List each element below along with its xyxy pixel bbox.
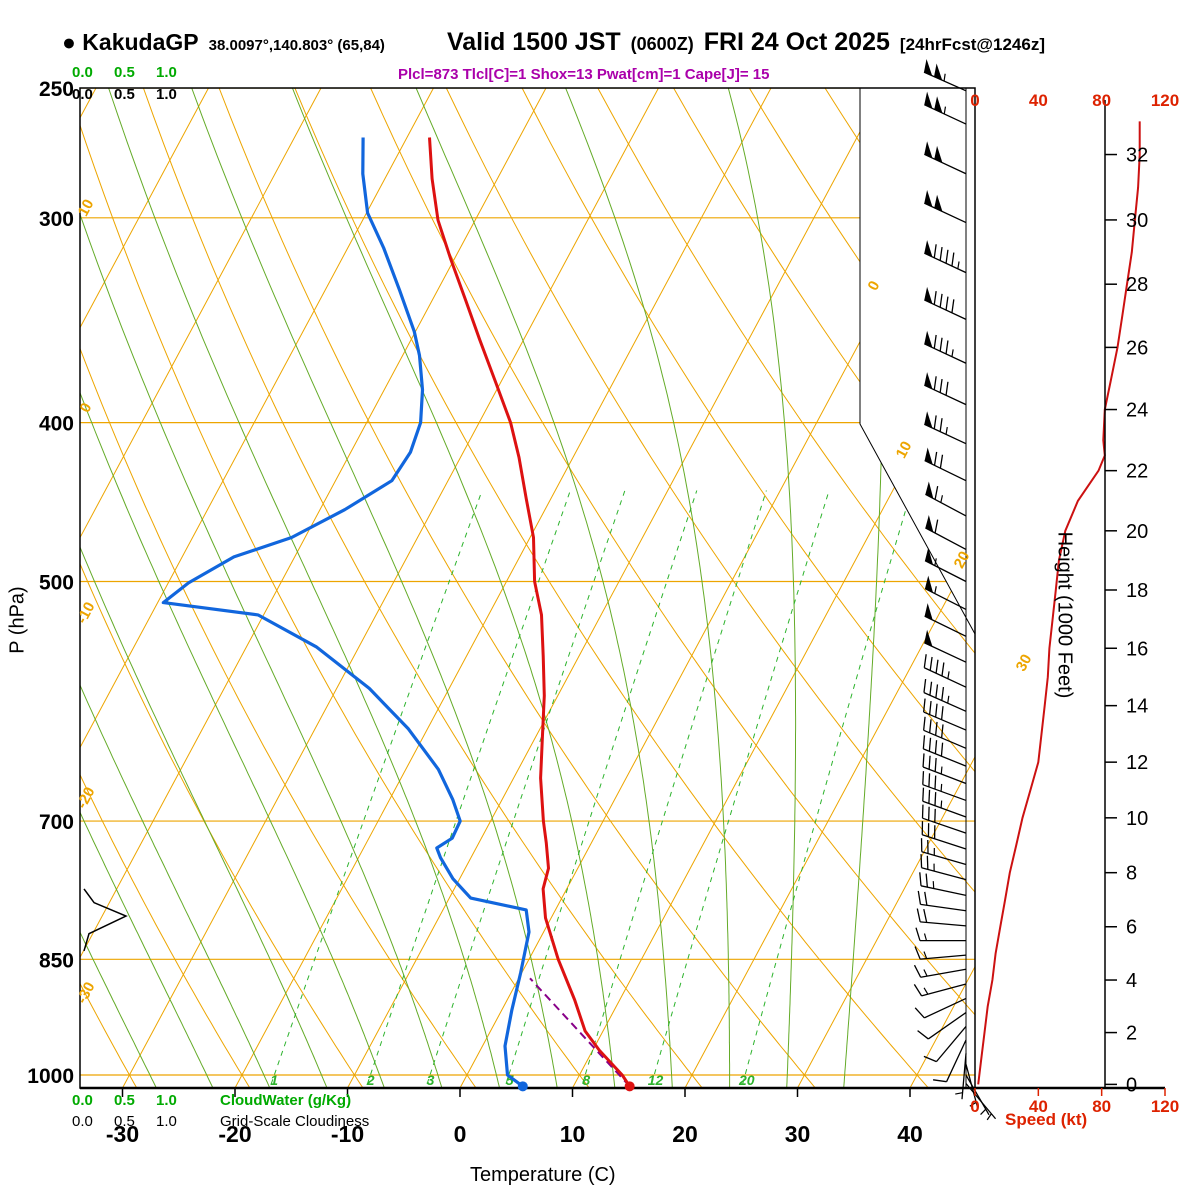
height-axis-title: Height (1000 Feet) xyxy=(1053,531,1076,699)
station-name: ● KakudaGP xyxy=(62,29,199,55)
svg-text:40: 40 xyxy=(1029,91,1048,110)
svg-text:2: 2 xyxy=(1126,1023,1137,1045)
svg-text:-10: -10 xyxy=(331,1121,364,1147)
svg-text:20: 20 xyxy=(951,549,974,572)
dewpoint-curve xyxy=(161,137,531,1088)
stability-indices: Plcl=873 Tlcl[C]=1 Shox=13 Pwat[cm]=1 Ca… xyxy=(398,66,770,83)
svg-text:12: 12 xyxy=(1126,752,1148,774)
forecast-tag: [24hrFcst@1246z] xyxy=(899,35,1045,54)
pressure-tick-labels: 250 300 400 500 700 850 1000 xyxy=(27,78,74,1088)
svg-text:-10: -10 xyxy=(73,599,98,626)
svg-text:28: 28 xyxy=(1126,274,1148,296)
cloudwater-scale-bottom: 0.0 0.5 1.0 CloudWater (g/Kg) xyxy=(72,1092,352,1109)
svg-text:0: 0 xyxy=(865,278,884,293)
surface-markers xyxy=(517,1081,635,1092)
svg-text:30: 30 xyxy=(1126,210,1148,232)
svg-text:300: 300 xyxy=(39,208,74,231)
svg-text:20: 20 xyxy=(738,1072,755,1088)
svg-text:20: 20 xyxy=(1126,521,1148,543)
svg-text:700: 700 xyxy=(39,811,74,834)
cloud-fraction-profile xyxy=(83,888,128,952)
svg-text:10: 10 xyxy=(893,439,916,462)
cloudwater-scale-top: 0.0 0.5 1.0 xyxy=(72,64,177,81)
svg-text:3: 3 xyxy=(427,1072,435,1088)
svg-text:30: 30 xyxy=(1013,652,1036,675)
temperature-axis-title: Temperature (C) xyxy=(470,1164,616,1186)
svg-text:-20: -20 xyxy=(218,1121,251,1147)
svg-text:10: 10 xyxy=(1126,808,1148,830)
temperature-tick-labels: -30 -20 -10 0 10 20 30 40 xyxy=(106,1088,923,1147)
svg-text:0: 0 xyxy=(970,1097,979,1116)
svg-text:20: 20 xyxy=(672,1121,698,1147)
valid-time: Valid 1500 JST xyxy=(446,28,621,56)
svg-text:120: 120 xyxy=(1151,91,1179,110)
svg-text:6: 6 xyxy=(1126,917,1137,939)
mixing-ratio-lines xyxy=(264,490,912,1088)
svg-text:40: 40 xyxy=(1029,1097,1048,1116)
cloudiness-scale-bottom: 0.0 0.5 1.0 Grid-Scale Cloudiness xyxy=(72,1113,370,1130)
svg-text:0: 0 xyxy=(1126,1074,1137,1096)
valid-z-time: (0600Z) xyxy=(630,34,694,54)
svg-text:16: 16 xyxy=(1126,638,1148,660)
svg-text:26: 26 xyxy=(1126,337,1148,359)
svg-text:10: 10 xyxy=(75,197,98,220)
mixing-ratio-labels: 1 2 3 5 8 12 20 xyxy=(270,1072,754,1088)
svg-text:32: 32 xyxy=(1126,145,1148,167)
moist-adiabat-lines xyxy=(80,88,884,1088)
valid-date: FRI 24 Oct 2025 xyxy=(703,28,890,56)
pressure-axis-title: P (hPa) xyxy=(6,586,29,654)
svg-text:0: 0 xyxy=(454,1121,467,1147)
svg-text:120: 120 xyxy=(1151,1097,1179,1116)
svg-text:10: 10 xyxy=(560,1121,586,1147)
cloudiness-scale-top: 0.0 0.5 1.0 xyxy=(72,86,177,103)
svg-text:14: 14 xyxy=(1126,696,1148,718)
isobar-lines xyxy=(80,88,975,1076)
bullet-icon: ● xyxy=(62,29,76,55)
temperature-curve xyxy=(428,137,631,1088)
svg-text:400: 400 xyxy=(39,413,74,436)
svg-text:850: 850 xyxy=(39,949,74,972)
dry-adiabat-lines xyxy=(80,88,975,1088)
svg-text:80: 80 xyxy=(1092,91,1111,110)
plot-frame xyxy=(79,87,1165,1090)
svg-text:8: 8 xyxy=(1126,863,1137,885)
cloudwater-label: CloudWater (g/Kg) xyxy=(220,1092,352,1109)
svg-text:0: 0 xyxy=(970,91,979,110)
svg-text:2: 2 xyxy=(366,1072,375,1088)
station-coords: 38.0097°,140.803° (65,84) xyxy=(208,37,385,54)
speed-axis-title: Speed (kt) xyxy=(1005,1110,1088,1129)
cloudiness-label: Grid-Scale Cloudiness xyxy=(220,1113,370,1130)
svg-text:40: 40 xyxy=(897,1121,923,1147)
svg-text:30: 30 xyxy=(785,1121,811,1147)
svg-text:1: 1 xyxy=(270,1072,278,1088)
svg-text:-30: -30 xyxy=(106,1121,139,1147)
svg-text:-30: -30 xyxy=(73,979,98,1006)
parcel-curve xyxy=(529,977,631,1087)
svg-text:4: 4 xyxy=(1126,970,1137,992)
svg-text:500: 500 xyxy=(39,572,74,595)
svg-text:12: 12 xyxy=(648,1072,664,1088)
speed-curve xyxy=(977,121,1141,1085)
wind-barbs xyxy=(913,59,997,1121)
svg-text:22: 22 xyxy=(1126,461,1148,483)
svg-text:250: 250 xyxy=(39,78,74,101)
svg-text:8: 8 xyxy=(582,1072,590,1088)
chart-title: ● KakudaGP 38.0097°,140.803° (65,84) Val… xyxy=(62,28,1045,57)
svg-text:24: 24 xyxy=(1126,400,1148,422)
svg-text:1000: 1000 xyxy=(27,1065,74,1088)
svg-text:-20: -20 xyxy=(73,784,98,811)
svg-text:5: 5 xyxy=(506,1072,514,1088)
svg-text:18: 18 xyxy=(1126,580,1148,602)
svg-text:80: 80 xyxy=(1092,1097,1111,1116)
